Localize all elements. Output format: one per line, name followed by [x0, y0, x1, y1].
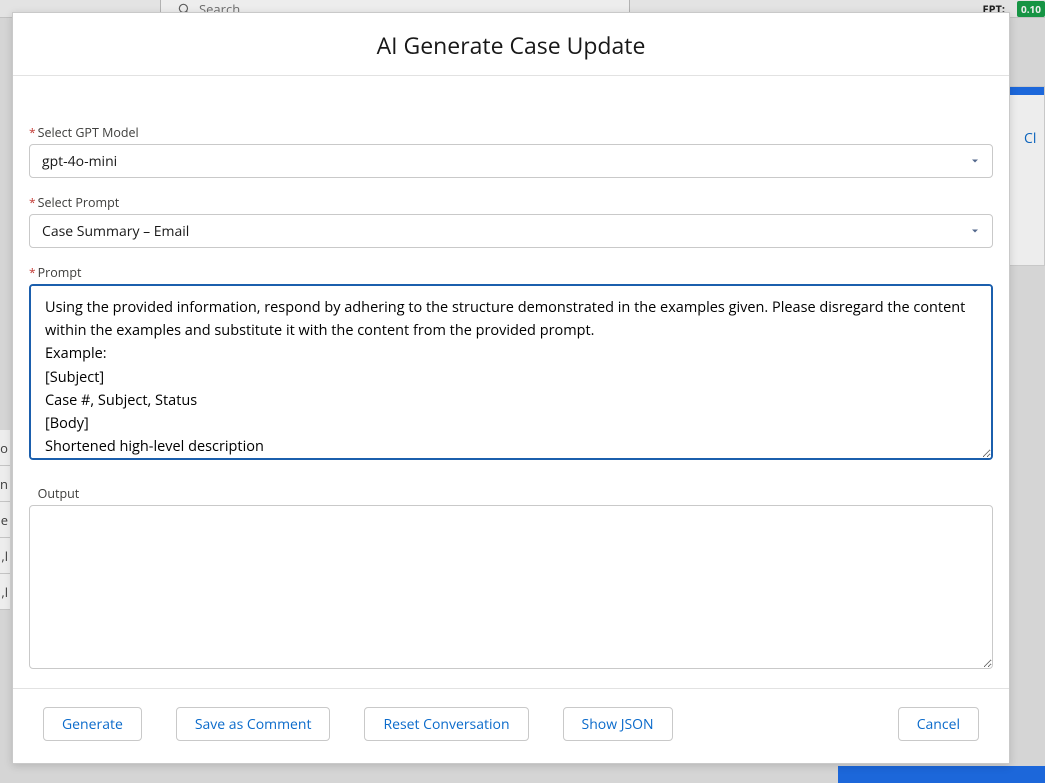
- chevron-down-icon: [968, 154, 982, 168]
- output-textarea[interactable]: [29, 505, 993, 669]
- modal-title: AI Generate Case Update: [13, 13, 1009, 76]
- dropdown-select-prompt[interactable]: Case Summary – Email: [29, 214, 993, 248]
- save-as-comment-button[interactable]: Save as Comment: [176, 707, 331, 741]
- prompt-textarea[interactable]: [29, 284, 993, 460]
- dropdown-value: Case Summary – Email: [42, 222, 189, 241]
- required-asterisk: *: [29, 197, 36, 209]
- label-text: Prompt: [38, 264, 82, 281]
- reset-conversation-button[interactable]: Reset Conversation: [364, 707, 528, 741]
- label-select-model: * Select GPT Model: [29, 124, 993, 141]
- label-output: * Output: [29, 485, 993, 502]
- ai-generate-case-update-modal: AI Generate Case Update * Select GPT Mod…: [12, 12, 1010, 764]
- label-text: Select Prompt: [38, 194, 120, 211]
- cancel-button[interactable]: Cancel: [898, 707, 979, 741]
- required-asterisk: *: [29, 267, 36, 279]
- modal-body: * Select GPT Model gpt-4o-mini * Select …: [13, 76, 1009, 688]
- dropdown-value: gpt-4o-mini: [42, 152, 117, 171]
- required-asterisk: *: [29, 127, 36, 139]
- chevron-down-icon: [968, 224, 982, 238]
- label-select-prompt: * Select Prompt: [29, 194, 993, 211]
- label-text: Select GPT Model: [38, 124, 139, 141]
- modal-footer: Generate Save as Comment Reset Conversat…: [13, 688, 1009, 763]
- label-prompt: * Prompt: [29, 264, 993, 281]
- label-text: Output: [38, 485, 80, 502]
- dropdown-select-model[interactable]: gpt-4o-mini: [29, 144, 993, 178]
- show-json-button[interactable]: Show JSON: [563, 707, 673, 741]
- generate-button[interactable]: Generate: [43, 707, 142, 741]
